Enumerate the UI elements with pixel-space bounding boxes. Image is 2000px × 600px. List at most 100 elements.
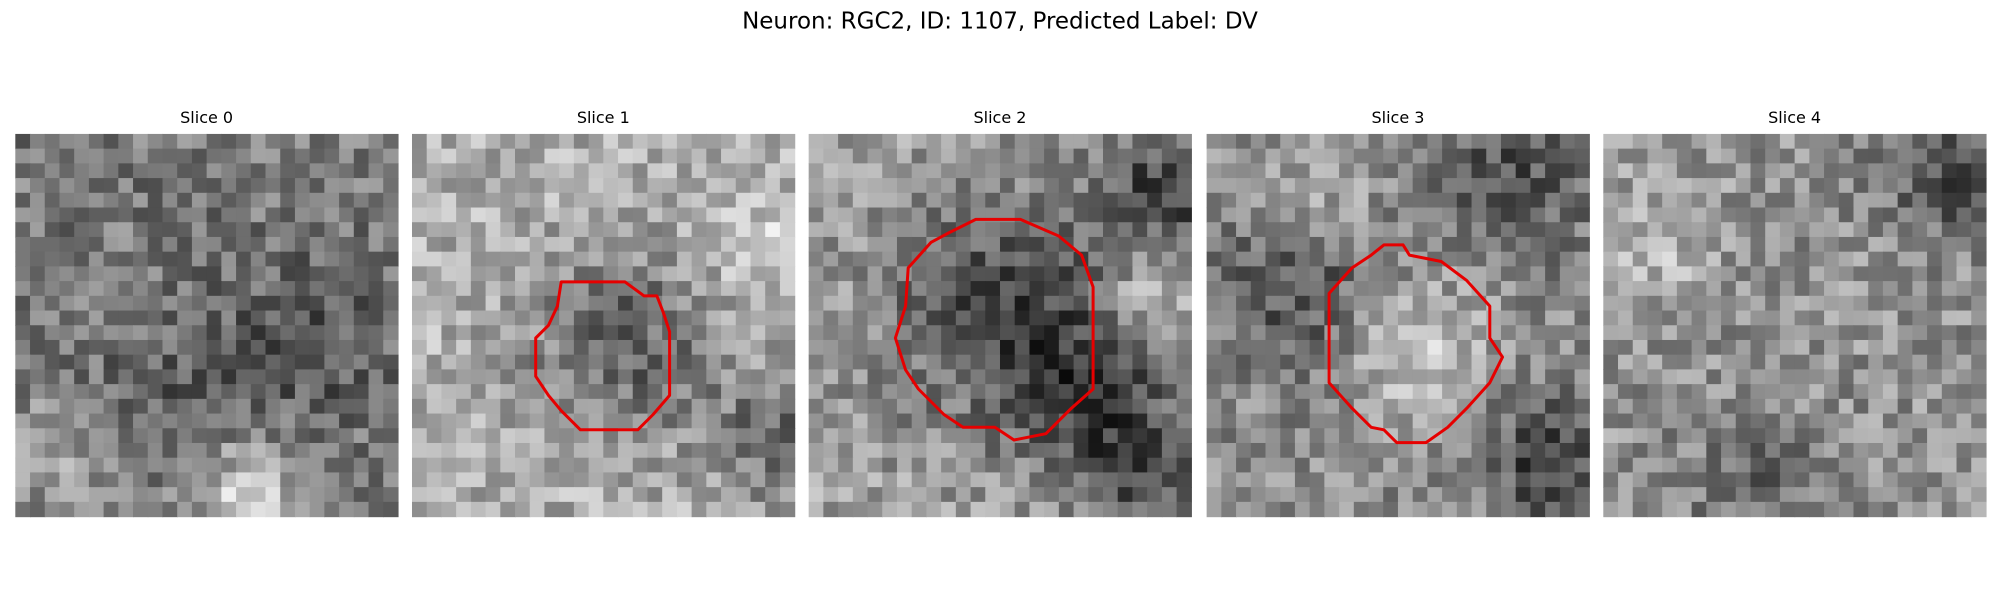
pixel	[1927, 325, 1943, 341]
pixel	[485, 295, 501, 312]
pixel	[1809, 501, 1825, 518]
pixel	[1603, 163, 1619, 179]
pixel	[324, 310, 340, 326]
pixel	[941, 207, 957, 223]
pixel	[1206, 310, 1222, 326]
pixel	[339, 207, 355, 223]
pixel	[265, 133, 281, 150]
pixel	[544, 354, 560, 371]
pixel	[15, 133, 31, 150]
pixel	[721, 369, 737, 385]
pixel	[1574, 325, 1590, 341]
pixel	[750, 369, 766, 385]
pixel	[662, 207, 678, 223]
pixel	[250, 207, 267, 223]
pixel	[1824, 178, 1840, 194]
pixel	[1500, 251, 1517, 267]
pixel	[1236, 266, 1252, 282]
pixel	[118, 148, 134, 164]
pixel	[1132, 133, 1148, 150]
pixel	[191, 487, 208, 503]
pixel	[1515, 428, 1532, 444]
pixel	[30, 339, 46, 356]
pixel	[1545, 266, 1561, 282]
pixel	[426, 501, 443, 518]
pixel	[1971, 354, 1987, 371]
pixel	[1618, 236, 1634, 253]
pixel	[1765, 339, 1781, 356]
pixel	[618, 472, 634, 488]
pixel	[280, 281, 296, 297]
pixel	[147, 207, 164, 223]
pixel	[1647, 398, 1663, 415]
pixel	[721, 487, 737, 503]
pixel	[265, 339, 281, 356]
pixel	[1603, 178, 1619, 194]
pixel	[882, 501, 898, 518]
pixel	[1442, 472, 1458, 488]
pixel	[985, 310, 1001, 326]
pixel	[324, 178, 340, 194]
pixel	[808, 325, 824, 341]
pixel	[1324, 192, 1340, 209]
pixel	[147, 222, 164, 238]
pixel	[544, 266, 560, 282]
pixel	[1324, 384, 1340, 400]
pixel	[1750, 310, 1766, 326]
pixel	[15, 236, 31, 253]
pixel	[1691, 163, 1707, 179]
pixel	[383, 163, 399, 179]
pixel	[426, 354, 443, 371]
pixel	[1339, 207, 1355, 223]
pixel	[1632, 487, 1649, 503]
pixel	[676, 207, 693, 223]
pixel	[1574, 398, 1590, 415]
pixel	[1838, 472, 1855, 488]
pixel	[603, 501, 619, 518]
pixel	[456, 457, 472, 474]
pixel	[808, 236, 824, 253]
pixel	[1530, 384, 1546, 400]
pixel	[1294, 192, 1311, 209]
pixel	[676, 501, 693, 518]
pixel	[999, 251, 1016, 267]
pixel	[1574, 163, 1590, 179]
pixel	[206, 487, 222, 503]
pixel	[1280, 295, 1296, 312]
pixel	[676, 354, 693, 371]
pixel	[1853, 295, 1869, 312]
pixel	[1029, 148, 1045, 164]
pixel	[926, 369, 942, 385]
pixel	[544, 133, 560, 150]
pixel	[779, 178, 796, 194]
pixel	[133, 501, 149, 518]
pixel	[280, 325, 296, 341]
pixel	[1691, 266, 1707, 282]
pixel	[177, 281, 193, 297]
pixel	[456, 148, 472, 164]
pixel	[1647, 207, 1663, 223]
pixel	[941, 281, 957, 297]
pixel	[470, 354, 487, 371]
pixel	[1309, 251, 1325, 267]
pixel	[1794, 148, 1810, 164]
pixel	[1368, 207, 1384, 223]
pixel	[1971, 236, 1987, 253]
pixel	[1324, 442, 1340, 459]
pixel	[1897, 310, 1913, 326]
pixel	[926, 472, 942, 488]
pixel	[603, 384, 619, 400]
pixel	[1397, 472, 1414, 488]
pixel	[1603, 442, 1619, 459]
pixel	[999, 384, 1016, 400]
pixel	[662, 442, 678, 459]
pixel	[1029, 266, 1045, 282]
pixel	[1838, 236, 1855, 253]
pixel	[852, 266, 869, 282]
pixel	[221, 398, 237, 415]
pixel	[456, 266, 472, 282]
pixel	[456, 295, 472, 312]
pixel	[339, 310, 355, 326]
pixel	[1029, 295, 1045, 312]
pixel	[470, 442, 487, 459]
